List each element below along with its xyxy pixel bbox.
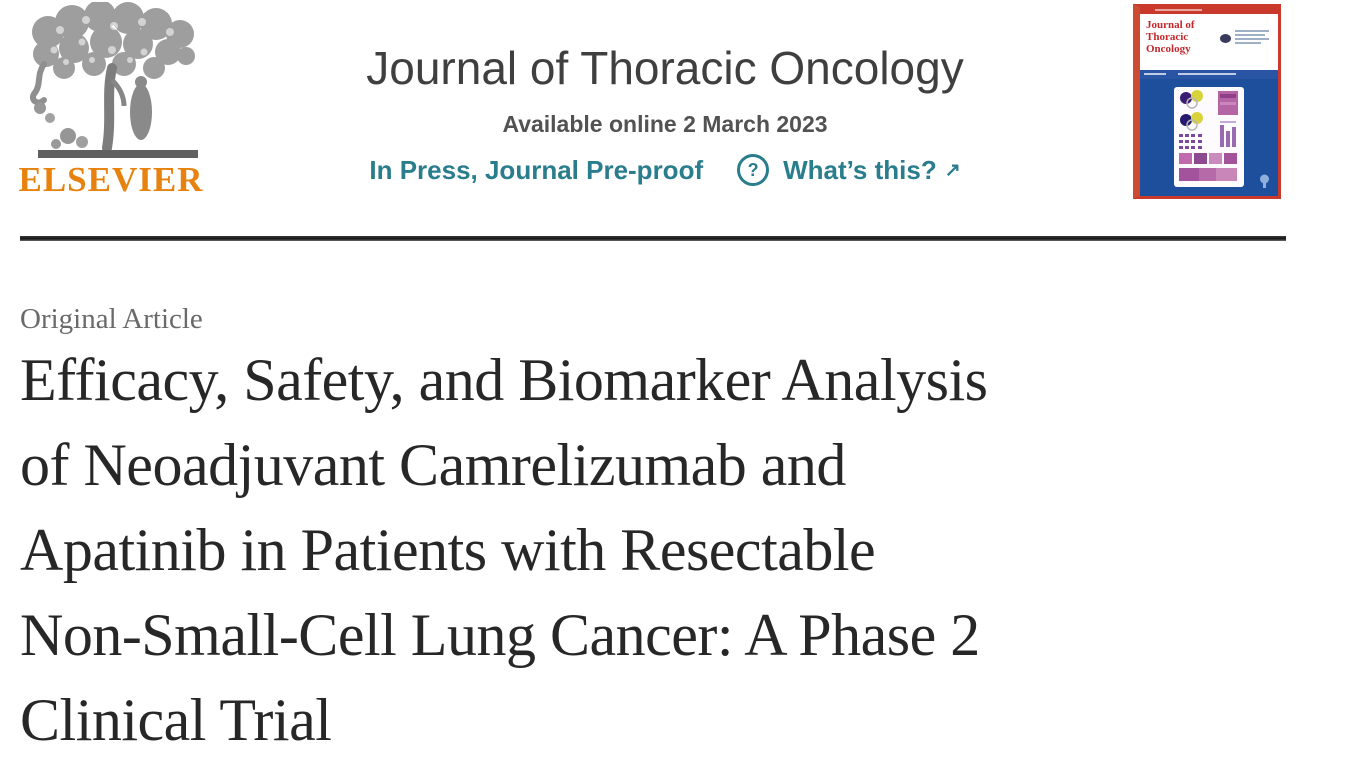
society-logo-mark-icon: [1220, 34, 1231, 43]
cover-journal-title-line: Journal of: [1146, 19, 1195, 31]
publication-status-row: In Press, Journal Pre-proof ? What’s thi…: [290, 154, 1040, 186]
masthead-divider-line: [20, 236, 1286, 241]
whats-this-link[interactable]: What’s this? ↗: [783, 154, 961, 186]
journal-masthead: Journal of Thoracic Oncology Available o…: [290, 42, 1040, 186]
cover-publisher-mark-icon: [1260, 174, 1269, 188]
article-title: Efficacy, Safety, and Biomarker Analysis…: [20, 338, 988, 763]
society-logo: [1220, 30, 1272, 46]
article-title-line: Apatinib in Patients with Resectable: [20, 517, 876, 583]
question-circle-icon[interactable]: ?: [737, 154, 770, 186]
cover-figure-panel: [1174, 87, 1244, 187]
cover-header: Journal of Thoracic Oncology: [1140, 14, 1278, 70]
article-title-line: Clinical Trial: [20, 687, 332, 753]
society-logo-text-lines: [1235, 30, 1272, 44]
cover-body: [1140, 79, 1278, 195]
whats-this-label: What’s this?: [783, 155, 937, 185]
external-link-arrow-icon: ↗: [944, 159, 961, 181]
elsevier-tree-icon: [30, 2, 198, 158]
cover-top-band: [1140, 7, 1278, 14]
cover-journal-title-line: Oncology: [1146, 43, 1191, 55]
journal-title-link[interactable]: Journal of Thoracic Oncology: [366, 42, 964, 94]
elsevier-logo[interactable]: ELSEVIER: [18, 2, 204, 199]
available-online-date: Available online 2 March 2023: [502, 111, 828, 137]
article-title-line: Efficacy, Safety, and Biomarker Analysis: [20, 347, 988, 413]
article-title-line: of Neoadjuvant Camrelizumab and: [20, 432, 846, 498]
cover-journal-title-line: Thoracic: [1146, 31, 1189, 43]
in-press-journal-preproof-link[interactable]: In Press, Journal Pre-proof: [369, 155, 704, 185]
cover-issue-band: [1140, 70, 1278, 79]
journal-cover-thumbnail[interactable]: Journal of Thoracic Oncology: [1133, 4, 1281, 199]
article-type-label: Original Article: [20, 303, 203, 335]
cover-figure-art: [1179, 90, 1238, 181]
article-title-line: Non-Small-Cell Lung Cancer: A Phase 2: [20, 602, 980, 668]
elsevier-wordmark: ELSEVIER: [18, 160, 204, 199]
